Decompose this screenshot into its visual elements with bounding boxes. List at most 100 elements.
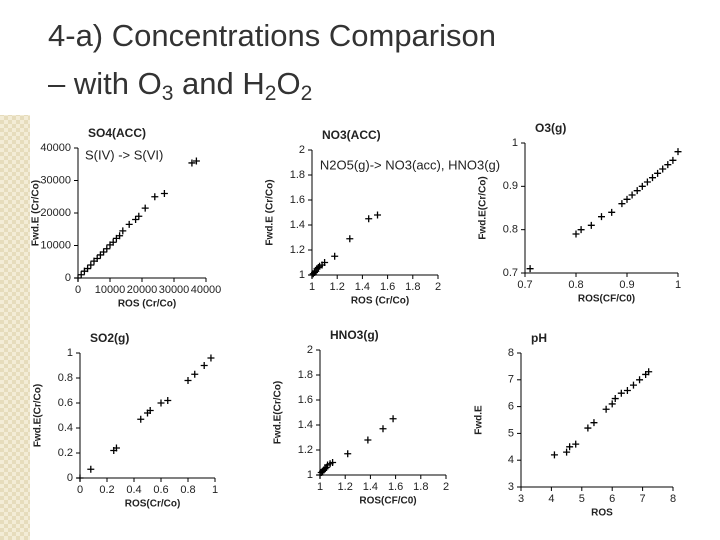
y-axis-label: Fwd.E (Cr/Co): [31, 180, 42, 246]
y-tick-label: 20000: [40, 207, 71, 219]
annotation: N2O5(g)-> NO3(acc), HNO3(g): [320, 157, 500, 172]
marker: [618, 200, 626, 208]
marker: [645, 368, 653, 376]
title-part: – with O: [48, 66, 162, 101]
y-tick-label: 4: [508, 454, 514, 466]
marker: [584, 424, 592, 432]
marker: [344, 450, 352, 458]
marker: [135, 212, 143, 220]
x-tick-label: 0.8: [180, 484, 195, 496]
marker: [664, 161, 672, 169]
y-tick-label: 0.7: [503, 267, 518, 279]
y-tick-label: 1.6: [290, 194, 305, 206]
marker: [192, 157, 200, 165]
y-axis-label: Fwd.E(Cr/Co): [478, 176, 489, 239]
marker: [659, 165, 667, 173]
side-decoration: [0, 115, 30, 540]
marker: [566, 443, 574, 451]
y-tick-label: 1.6: [298, 394, 313, 406]
y-tick-label: 1.8: [290, 169, 305, 181]
marker: [119, 227, 127, 235]
y-tick-label: 1.4: [290, 219, 305, 231]
x-tick-label: 6: [609, 493, 615, 505]
x-tick-label: 1.8: [405, 281, 420, 293]
marker: [321, 465, 329, 473]
y-tick-label: 0.6: [58, 397, 73, 409]
marker: [550, 451, 558, 459]
marker: [200, 362, 208, 369]
marker: [76, 474, 84, 482]
y-tick-label: 0.8: [58, 372, 73, 384]
y-axis-label: Fwd.E(Cr/Co): [33, 384, 44, 447]
y-tick-label: 2: [307, 344, 313, 356]
marker: [643, 178, 651, 186]
marker: [649, 174, 656, 182]
y-tick-label: 10000: [40, 239, 71, 251]
x-tick-label: 5: [579, 493, 585, 505]
marker: [188, 159, 196, 167]
marker: [638, 182, 646, 190]
marker: [87, 465, 95, 473]
marker: [100, 248, 108, 256]
marker: [379, 425, 387, 433]
y-tick-label: 2: [299, 144, 305, 156]
marker: [103, 245, 111, 253]
annotation: S(IV) -> S(VI): [85, 147, 163, 162]
x-tick-label: 1: [212, 484, 218, 496]
marker: [526, 265, 534, 273]
x-tick-label: 1.4: [355, 281, 370, 293]
marker: [311, 269, 319, 276]
marker: [331, 252, 339, 260]
x-tick-label: 0.7: [517, 279, 532, 291]
x-tick-label: 4: [548, 493, 554, 505]
y-tick-label: 8: [508, 347, 514, 359]
marker: [374, 211, 382, 219]
marker: [314, 264, 322, 271]
x-tick-label: 7: [640, 493, 646, 505]
marker: [141, 204, 149, 212]
y-tick-label: 1.4: [298, 419, 313, 431]
x-tick-label: 0.6: [153, 484, 168, 496]
marker: [112, 444, 120, 452]
chart-title: SO2(g): [90, 331, 129, 345]
x-tick-label: 1.8: [413, 481, 428, 493]
x-tick-label: 20000: [127, 284, 158, 296]
marker: [365, 215, 373, 223]
x-axis-label: ROS(CF/C0): [578, 294, 635, 305]
title-sub: 2: [301, 82, 313, 105]
x-tick-label: 0.2: [99, 484, 114, 496]
marker: [74, 274, 82, 282]
x-tick-label: 30000: [159, 284, 190, 296]
marker: [587, 221, 595, 229]
marker: [329, 459, 337, 466]
x-tick-label: 1.6: [388, 481, 403, 493]
marker: [346, 235, 354, 243]
y-tick-label: 0.2: [58, 447, 73, 459]
marker: [674, 148, 682, 156]
y-tick-label: 0.4: [58, 422, 73, 434]
x-axis-label: ROS: [591, 508, 613, 519]
x-tick-label: 2: [435, 281, 441, 293]
x-tick-label: 2: [443, 481, 449, 493]
y-tick-label: 1.2: [298, 444, 313, 456]
x-tick-label: 1.6: [380, 281, 395, 293]
x-tick-label: 1.4: [363, 481, 378, 493]
y-tick-label: 7: [508, 374, 514, 386]
marker: [611, 395, 619, 403]
title-part: and H: [173, 66, 264, 101]
marker: [137, 415, 145, 423]
y-axis-label: Fwd.E: [474, 405, 485, 435]
x-tick-label: 0: [77, 484, 83, 496]
title-part: O: [276, 66, 300, 101]
title-part: 4-a) Concentrations Comparison: [48, 18, 496, 53]
slide-title: 4-a) Concentrations Comparison: [48, 18, 496, 53]
marker: [636, 376, 644, 384]
marker: [160, 190, 168, 197]
y-tick-label: 0.9: [503, 180, 518, 192]
title-sub: 3: [162, 82, 174, 105]
marker: [146, 407, 154, 414]
marker: [633, 187, 641, 195]
x-tick-label: 0: [75, 284, 81, 296]
marker: [389, 415, 397, 423]
